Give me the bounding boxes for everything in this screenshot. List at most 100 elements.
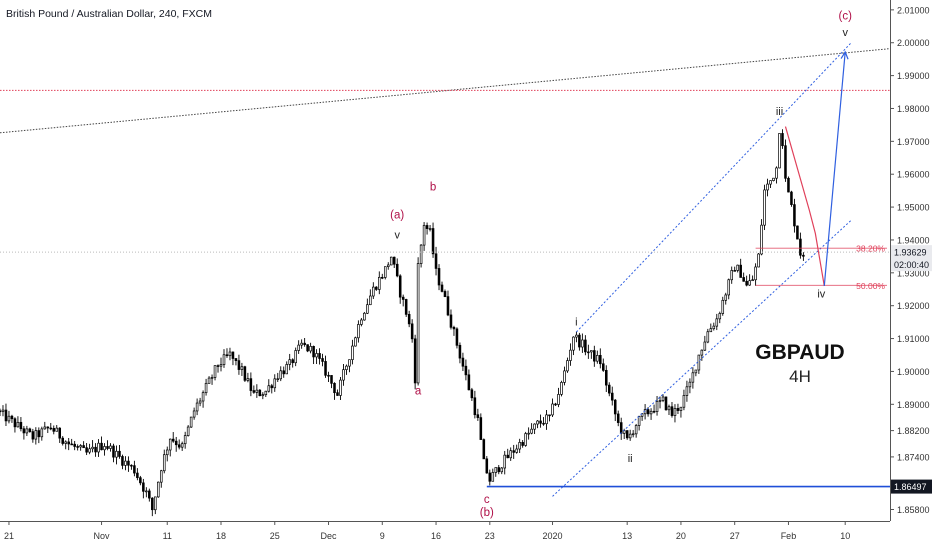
candle-bull (700, 349, 704, 356)
candle-bear (127, 460, 130, 466)
candle-bull (354, 337, 357, 347)
price-axis (890, 0, 932, 550)
candle-bull (273, 378, 277, 389)
candle-bull (109, 445, 112, 449)
candle-bear (133, 465, 136, 474)
current-price-tag: 1.93629 (894, 248, 927, 258)
candle-bear (19, 421, 23, 430)
x-tick-label: 23 (485, 531, 495, 541)
candle-bear (225, 354, 229, 357)
candle-bear (482, 439, 486, 460)
candle-bear (461, 357, 465, 367)
candle-bull (682, 395, 686, 408)
candle-bull (115, 450, 118, 458)
candle-bear (733, 270, 736, 272)
candle-bear (139, 477, 142, 484)
y-tick-label: 2.01000 (897, 5, 930, 15)
x-tick-label: 21 (4, 531, 14, 541)
candle-bull (297, 344, 300, 351)
wave-label: a (415, 385, 422, 397)
x-tick-label: 20 (676, 531, 686, 541)
candle-bear (467, 374, 471, 391)
y-tick-label: 1.85800 (897, 505, 930, 515)
candle-bull (162, 454, 166, 472)
candle-bull (581, 339, 584, 348)
candle-bull (97, 442, 100, 453)
candle-bear (578, 334, 581, 348)
candle-bull (655, 400, 659, 412)
candle-bull (694, 369, 698, 374)
candle-bull (228, 351, 232, 357)
candle-bear (554, 403, 557, 406)
x-tick-label: 16 (431, 531, 441, 541)
candle-bear (151, 497, 154, 511)
x-tick-label: 25 (270, 531, 280, 541)
candle-bear (407, 314, 411, 325)
candle-bull (207, 377, 211, 384)
candle-bear (539, 420, 542, 424)
y-tick-label: 1.96000 (897, 170, 930, 180)
plot-area (0, 0, 890, 521)
support-price-tag-bg (891, 479, 932, 494)
candle-bull (198, 400, 202, 404)
candle-bull (43, 426, 47, 430)
candle-bear (118, 450, 121, 457)
candle-bull (569, 349, 572, 361)
wave-label: iii (776, 106, 783, 118)
candle-bull (706, 331, 710, 343)
candle-bull (165, 449, 169, 456)
candle-bull (775, 167, 778, 179)
candle-bull (673, 408, 677, 416)
candle-bear (392, 256, 396, 265)
candle-bear (100, 442, 103, 451)
fib-level-label: 50.00% (856, 281, 885, 291)
candle-bull (1, 409, 5, 412)
candle-bear (46, 426, 50, 429)
candle-bear (473, 397, 477, 416)
candle-bear (324, 361, 327, 376)
current-price-tag-bg (891, 245, 932, 272)
candle-bull (778, 133, 781, 169)
candle-bull (309, 346, 312, 352)
candle-bull (760, 224, 763, 255)
candle-bull (267, 385, 271, 392)
candle-bear (799, 238, 802, 256)
candle-bull (533, 423, 536, 430)
candle-bear (431, 228, 435, 255)
candle-bear (476, 414, 480, 418)
candle-bull (201, 392, 205, 402)
wave-v-projection-path (823, 51, 846, 287)
candle-bull (500, 467, 504, 473)
candle-bull (88, 448, 91, 453)
candle-bull (491, 472, 495, 482)
y-tick-label: 1.95000 (897, 203, 930, 213)
candle-bear (784, 145, 787, 179)
countdown-tag: 02:00:40 (894, 260, 929, 270)
candle-bear (395, 263, 399, 277)
candle-bear (485, 458, 489, 474)
y-tick-label: 1.93000 (897, 268, 930, 278)
candle-bull (419, 244, 423, 264)
candle-bull (103, 446, 106, 451)
candle-bear (410, 323, 414, 340)
candle-bull (509, 450, 512, 459)
candle-bull (219, 364, 223, 367)
candle-bull (766, 183, 769, 191)
candle-bull (527, 432, 530, 435)
wave-label: i (575, 316, 577, 328)
candle-bull (351, 345, 354, 361)
candle-bear (381, 276, 384, 279)
candle-bear (67, 441, 70, 445)
x-tick-label: Feb (781, 531, 797, 541)
candle-bear (333, 382, 336, 394)
candle-bull (637, 415, 641, 426)
candle-bear (70, 443, 73, 446)
candle-bear (401, 296, 405, 300)
candle-bear (584, 339, 587, 353)
candle-bull (261, 394, 265, 397)
channel-upper-line (576, 42, 852, 333)
candle-bear (670, 406, 674, 416)
candle-bear (542, 422, 545, 425)
candle-bear (4, 409, 8, 422)
